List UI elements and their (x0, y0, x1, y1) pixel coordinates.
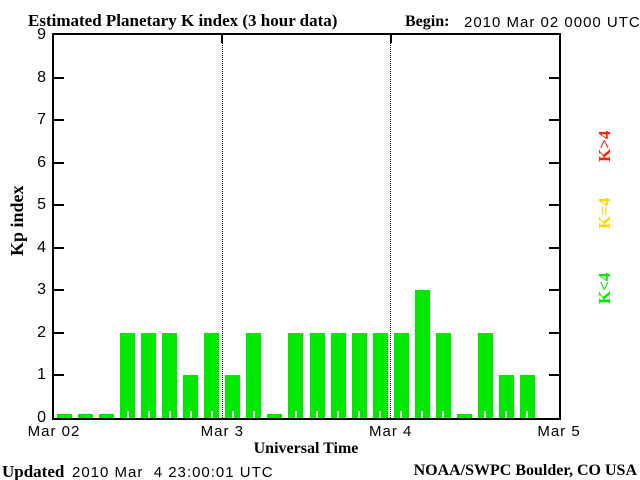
kp-bar (162, 332, 178, 418)
kp-bar (78, 414, 94, 418)
x-axis-title: Universal Time (253, 440, 359, 457)
bar-axis-tick (421, 411, 424, 418)
x-tick-label: Mar 5 (537, 423, 581, 440)
bar-axis-tick (210, 411, 213, 418)
legend-item: K=4 (595, 197, 614, 229)
bar-axis-tick (189, 411, 192, 418)
y-tick-mark-left (54, 161, 64, 164)
bar-axis-tick (379, 411, 382, 418)
day-separator-line (390, 35, 392, 418)
y-tick-label: 3 (37, 281, 46, 299)
x-tick-label: Mar 3 (200, 423, 244, 440)
chart-title: Estimated Planetary K index (3 hour data… (28, 11, 338, 30)
plot-area (52, 33, 561, 420)
y-tick-mark-right (549, 246, 559, 249)
kp-bar (456, 414, 472, 418)
bar-axis-tick (126, 411, 129, 418)
bar-axis-tick (337, 411, 340, 418)
bar-axis-tick (484, 411, 487, 418)
kp-bar (519, 375, 535, 418)
updated-value: 2010 Mar 4 23:00:01 UTC (72, 464, 274, 480)
y-tick-mark-left (54, 204, 64, 207)
y-tick-label: 0 (37, 409, 46, 426)
bar-axis-tick (505, 411, 508, 418)
y-tick-mark-left (54, 289, 64, 292)
kp-bar (267, 414, 283, 418)
kp-bar (141, 332, 157, 418)
kp-bar (393, 332, 409, 418)
kp-bar (498, 375, 514, 418)
kp-bar (351, 332, 367, 418)
kp-bar (57, 414, 73, 418)
y-tick-mark-right (549, 289, 559, 292)
y-tick-mark-left (54, 76, 64, 79)
y-tick-label: 4 (37, 238, 46, 256)
bar-axis-tick (252, 411, 255, 418)
y-tick-label: 1 (37, 366, 46, 384)
kp-bar (246, 332, 262, 418)
bar-axis-tick (294, 411, 297, 418)
kp-bar (477, 332, 493, 418)
y-tick-mark-right (549, 161, 559, 164)
day-tick-mark (221, 35, 224, 43)
kp-bar (183, 375, 199, 418)
y-tick-mark-right (549, 76, 559, 79)
kp-bar (288, 332, 304, 418)
y-tick-mark-left (54, 374, 64, 377)
x-tick-label: Mar 4 (368, 423, 413, 440)
y-tick-mark-right (549, 331, 559, 334)
legend-item: K<4 (595, 272, 614, 304)
kp-bar (330, 332, 346, 418)
begin-value: 2010 Mar 02 0000 UTC (464, 14, 640, 31)
day-separator-line (221, 35, 223, 418)
kp-bar (414, 290, 430, 418)
y-tick-label: 8 (37, 68, 46, 86)
y-tick-mark-right (549, 204, 559, 207)
kp-bar (309, 332, 325, 418)
bar-axis-tick (147, 411, 150, 418)
y-tick-label: 2 (37, 323, 46, 341)
bar-axis-tick (526, 411, 529, 418)
bar-axis-tick (231, 411, 234, 418)
y-tick-mark-right (549, 119, 559, 122)
kp-bar (372, 332, 388, 418)
kp-bar (120, 332, 136, 418)
kp-bar (204, 332, 220, 418)
kp-bar (435, 332, 451, 418)
bar-axis-tick (442, 411, 445, 418)
begin-label: Begin: (405, 13, 450, 30)
y-tick-mark-left (54, 331, 64, 334)
y-tick-label: 7 (37, 111, 46, 129)
bar-axis-tick (400, 411, 403, 418)
y-tick-mark-right (549, 374, 559, 377)
y-tick-mark-left (54, 246, 64, 249)
updated-label: Updated (2, 462, 65, 480)
kp-bar (225, 375, 241, 418)
y-tick-label: 5 (37, 196, 46, 214)
kp-bar (99, 414, 115, 418)
x-tick-label: Mar 02 (27, 423, 81, 440)
legend-item: K>4 (595, 130, 614, 162)
bar-axis-tick (358, 411, 361, 418)
day-tick-mark (389, 35, 392, 43)
source-credit: NOAA/SWPC Boulder, CO USA (413, 462, 637, 479)
y-tick-mark-left (54, 119, 64, 122)
y-tick-label: 6 (37, 153, 46, 171)
y-tick-label: 9 (37, 26, 46, 43)
bar-axis-tick (316, 411, 319, 418)
bar-axis-tick (168, 411, 171, 418)
